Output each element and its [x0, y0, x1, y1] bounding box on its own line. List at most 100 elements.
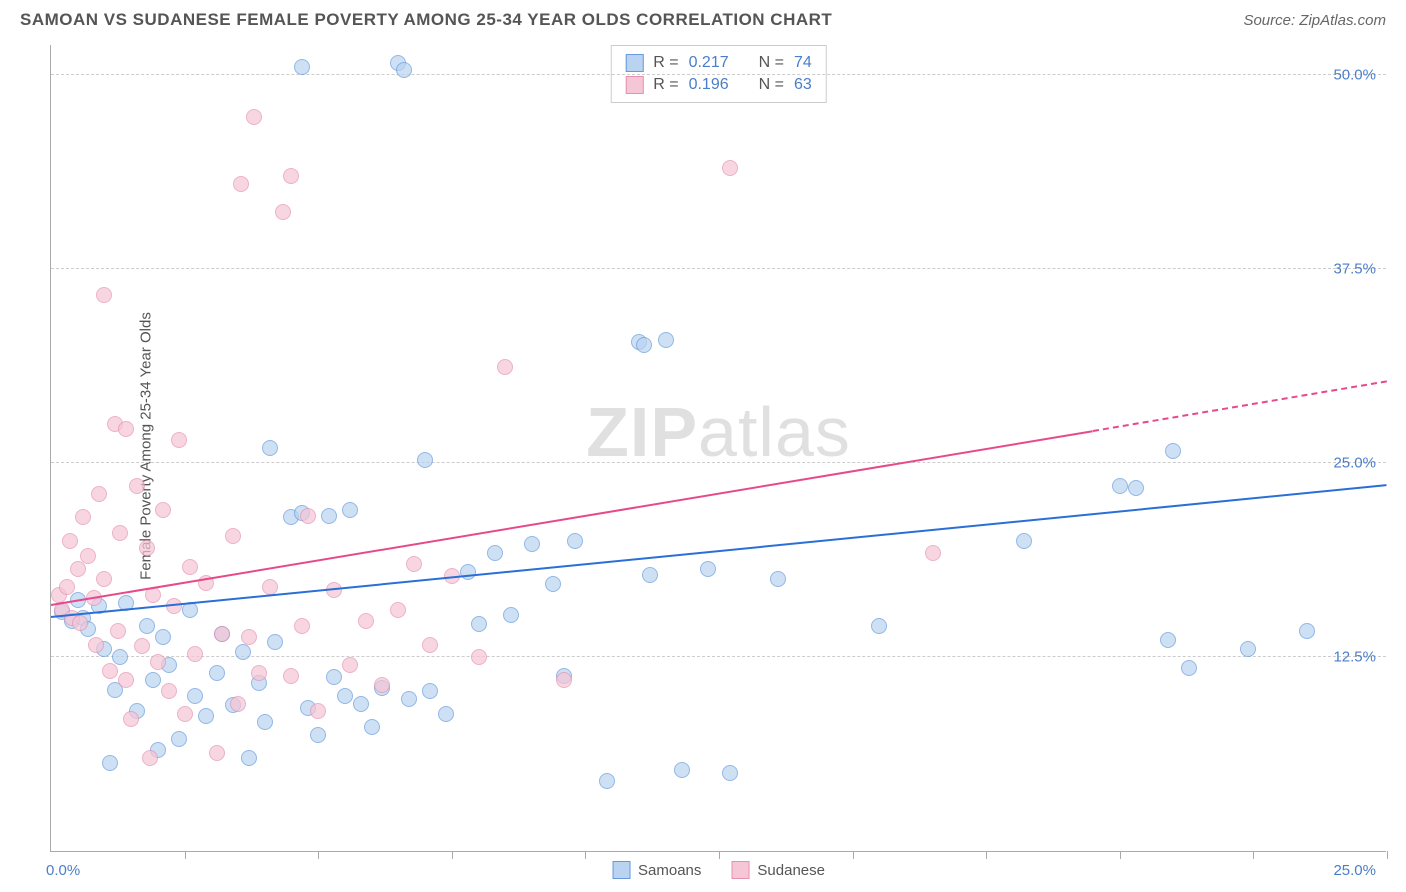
data-point [401, 691, 417, 707]
x-tick [1253, 851, 1254, 859]
data-point [1240, 641, 1256, 657]
data-point [110, 623, 126, 639]
data-point [871, 618, 887, 634]
series-legend: Samoans Sudanese [612, 861, 825, 879]
data-point [674, 762, 690, 778]
n-value: 74 [794, 54, 812, 72]
data-point [300, 508, 316, 524]
data-point [233, 176, 249, 192]
data-point [75, 509, 91, 525]
stats-row: R =0.196N =63 [625, 74, 812, 96]
data-point [636, 337, 652, 353]
data-point [118, 672, 134, 688]
data-point [198, 708, 214, 724]
data-point [96, 571, 112, 587]
data-point [1181, 660, 1197, 676]
stats-row: R =0.217N =74 [625, 52, 812, 74]
stats-swatch [625, 76, 643, 94]
trend-line [51, 430, 1093, 606]
data-point [503, 607, 519, 623]
gridline [51, 74, 1386, 75]
x-tick [986, 851, 987, 859]
data-point [230, 696, 246, 712]
data-point [214, 626, 230, 642]
data-point [353, 696, 369, 712]
source-label: Source: ZipAtlas.com [1243, 12, 1386, 29]
data-point [155, 629, 171, 645]
data-point [112, 525, 128, 541]
r-value: 0.196 [689, 76, 729, 94]
data-point [142, 750, 158, 766]
data-point [471, 616, 487, 632]
data-point [422, 637, 438, 653]
data-point [139, 618, 155, 634]
data-point [567, 533, 583, 549]
data-point [241, 629, 257, 645]
data-point [182, 602, 198, 618]
data-point [545, 576, 561, 592]
x-origin-label: 0.0% [46, 862, 80, 879]
x-tick [185, 851, 186, 859]
data-point [524, 536, 540, 552]
data-point [182, 559, 198, 575]
data-point [487, 545, 503, 561]
data-point [599, 773, 615, 789]
data-point [556, 672, 572, 688]
data-point [438, 706, 454, 722]
gridline [51, 268, 1386, 269]
data-point [139, 540, 155, 556]
y-tick-label: 25.0% [1333, 455, 1376, 472]
data-point [251, 665, 267, 681]
data-point [326, 669, 342, 685]
data-point [364, 719, 380, 735]
data-point [209, 665, 225, 681]
data-point [1160, 632, 1176, 648]
n-label: N = [759, 54, 784, 72]
gridline [51, 656, 1386, 657]
data-point [102, 663, 118, 679]
data-point [177, 706, 193, 722]
data-point [235, 644, 251, 660]
x-tick [585, 851, 586, 859]
data-point [471, 649, 487, 665]
data-point [262, 440, 278, 456]
data-point [96, 287, 112, 303]
data-point [294, 618, 310, 634]
data-point [1016, 533, 1032, 549]
gridline [51, 462, 1386, 463]
watermark-bold: ZIP [586, 393, 698, 471]
data-point [267, 634, 283, 650]
data-point [257, 714, 273, 730]
data-point [145, 672, 161, 688]
data-point [406, 556, 422, 572]
legend-swatch [731, 861, 749, 879]
data-point [700, 561, 716, 577]
scatter-chart: ZIPatlas R =0.217N =74R =0.196N =63 0.0%… [50, 45, 1386, 852]
legend-label: Sudanese [757, 862, 825, 879]
data-point [102, 755, 118, 771]
watermark: ZIPatlas [586, 392, 851, 472]
data-point [1112, 478, 1128, 494]
data-point [390, 602, 406, 618]
legend-item: Sudanese [731, 861, 825, 879]
data-point [209, 745, 225, 761]
y-tick-label: 12.5% [1333, 649, 1376, 666]
legend-swatch [612, 861, 630, 879]
data-point [80, 548, 96, 564]
stats-swatch [625, 54, 643, 72]
data-point [134, 638, 150, 654]
data-point [1299, 623, 1315, 639]
x-tick [853, 851, 854, 859]
r-label: R = [653, 54, 678, 72]
data-point [246, 109, 262, 125]
data-point [59, 579, 75, 595]
y-tick-label: 37.5% [1333, 261, 1376, 278]
data-point [321, 508, 337, 524]
data-point [497, 359, 513, 375]
r-label: R = [653, 76, 678, 94]
data-point [123, 711, 139, 727]
x-tick [318, 851, 319, 859]
data-point [722, 160, 738, 176]
data-point [112, 649, 128, 665]
legend-label: Samoans [638, 862, 701, 879]
